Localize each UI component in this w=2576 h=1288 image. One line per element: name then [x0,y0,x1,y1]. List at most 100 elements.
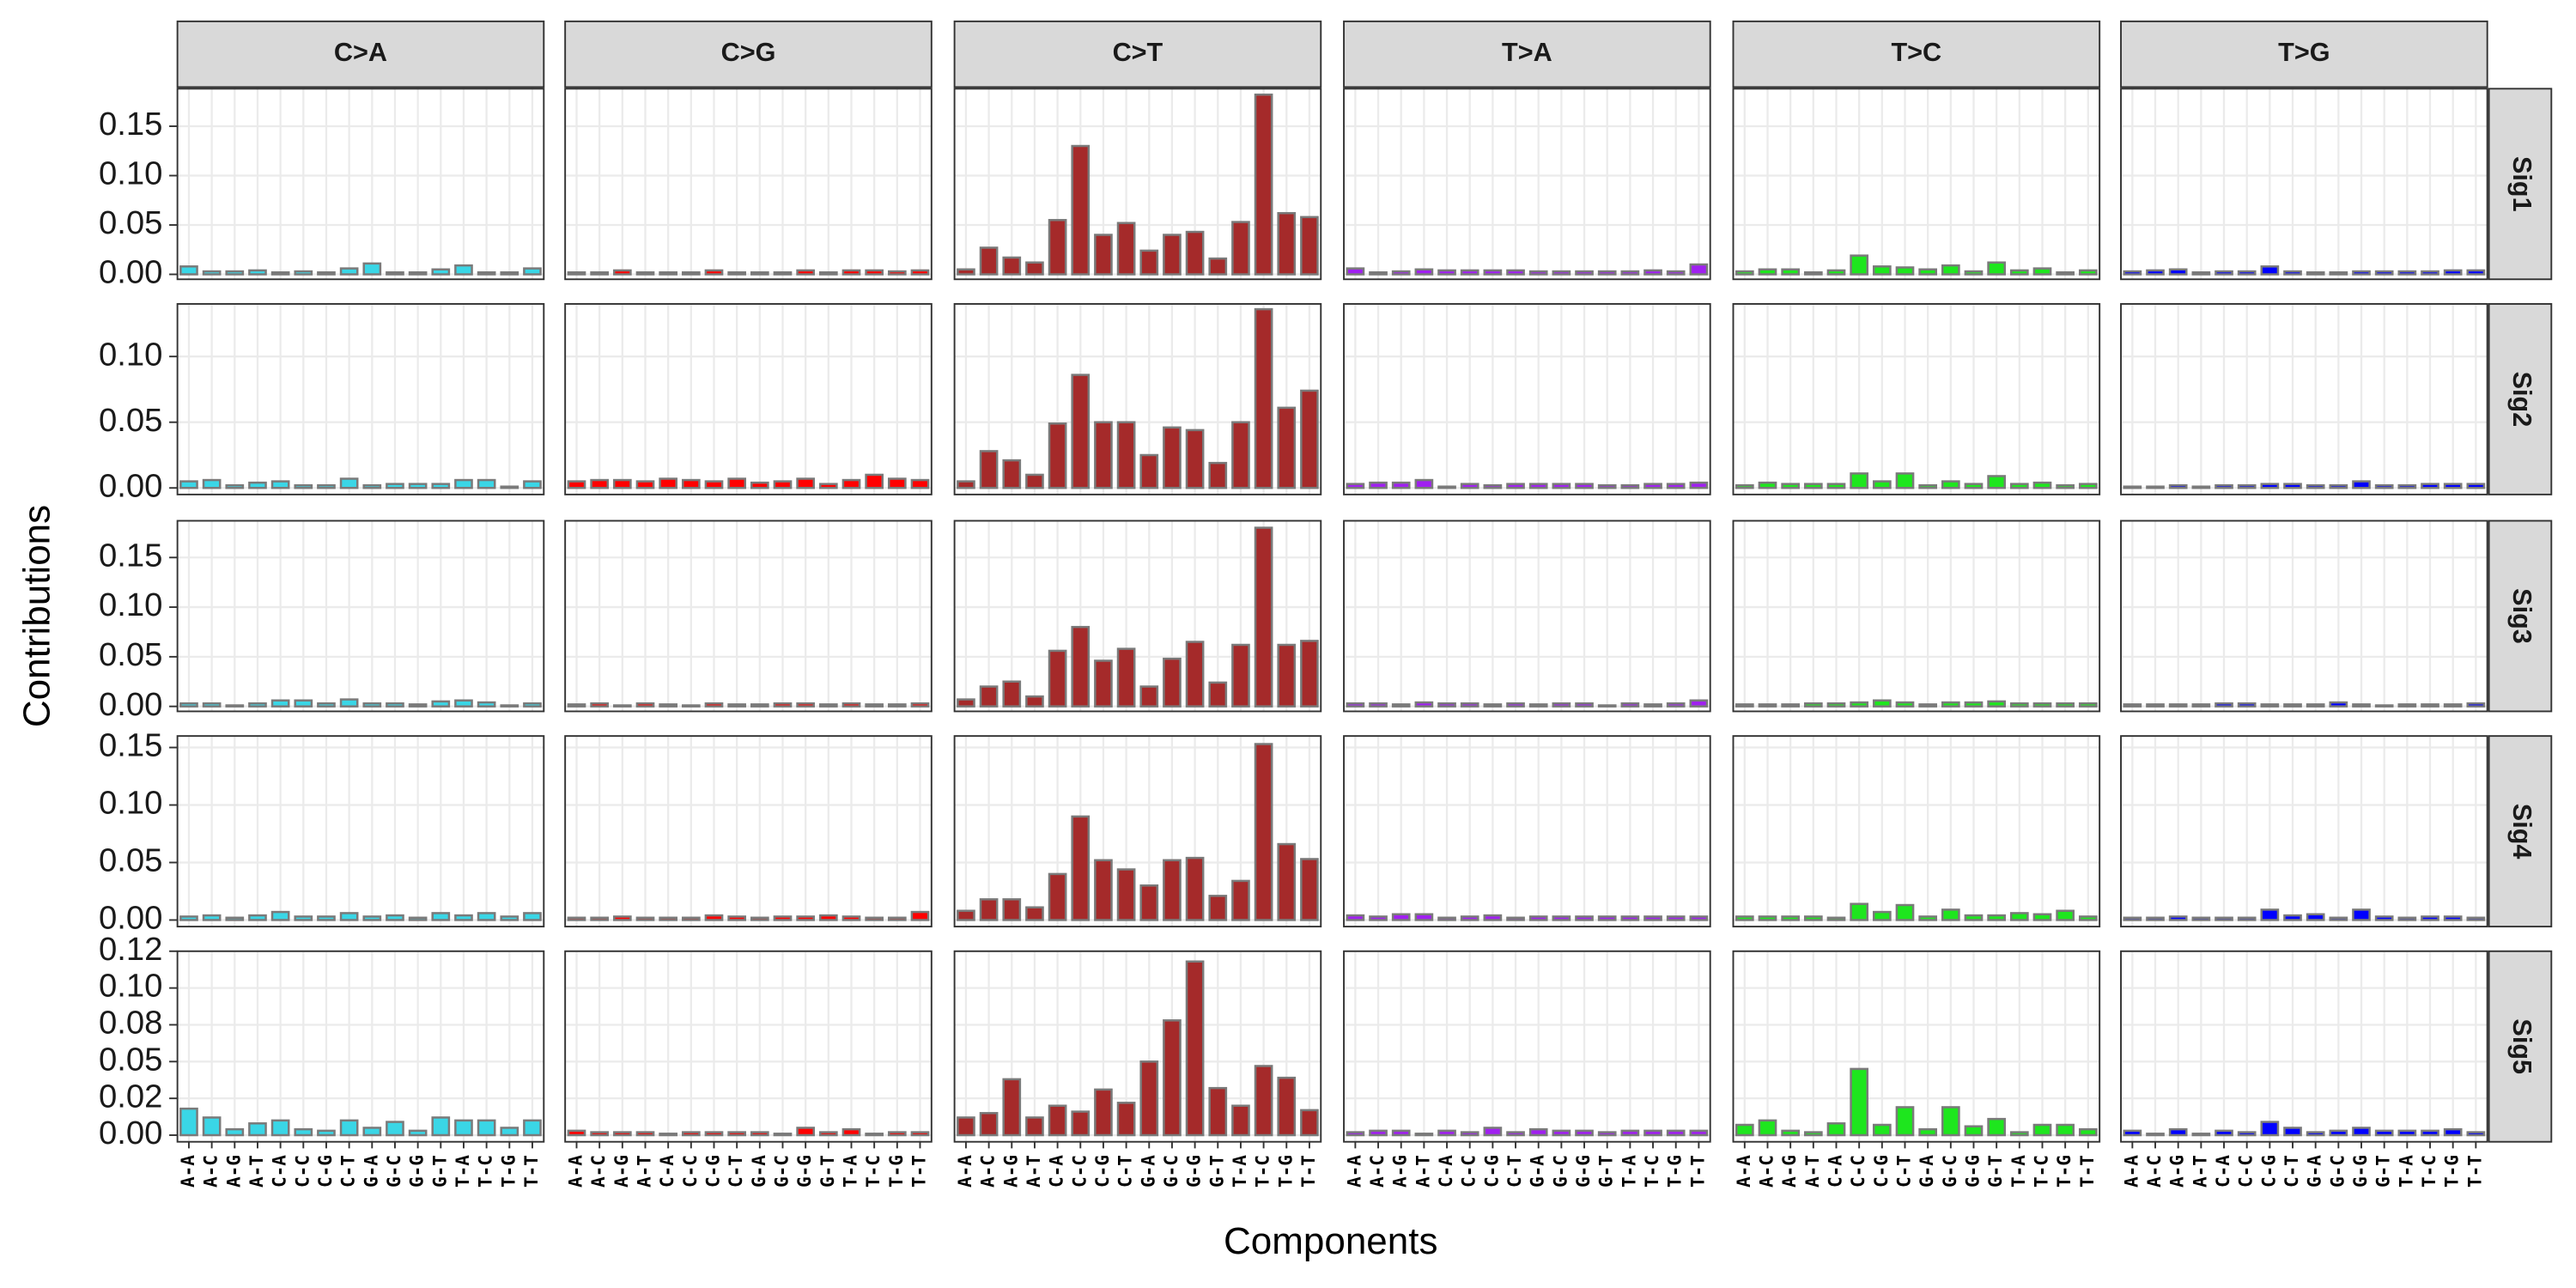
x-tick-label: A-T [246,1155,267,1188]
x-tick-label: G-A [748,1155,769,1188]
bar [750,703,769,708]
panel-border [1732,519,2101,713]
bar [1025,1116,1044,1137]
bar [2168,915,2188,921]
bar [270,910,290,921]
x-tick-label: A-G [611,1155,632,1188]
x-tick-label: T-G [2441,1155,2463,1188]
x-tick-label: A-G [2166,1155,2188,1188]
x-tick-label: G-C [1160,1155,1182,1188]
bar [1964,914,1984,921]
panel [177,736,544,927]
x-tick-label: T-A [839,1155,860,1188]
bar [818,483,838,489]
bar [727,270,747,276]
panel-border [1732,735,2101,928]
bar [1941,264,1960,276]
bar [1597,1131,1617,1137]
bar [2329,483,2348,489]
y-tick-label: 0.05 [99,1041,162,1078]
bar [1918,268,1938,276]
panel [2121,736,2488,927]
y-tick-label: 0.00 [99,467,162,504]
y-tick-label: 0.05 [99,842,162,879]
strip-label: Sig4 [2507,804,2537,860]
bar [2056,483,2075,489]
bar [431,483,451,489]
bar [1483,483,1503,489]
x-tick-label: T-C [475,1155,496,1188]
bar [1254,743,1273,921]
bar [681,704,701,708]
bar [704,480,724,489]
panel-border [564,735,933,928]
bar [454,914,473,921]
bar [1185,856,1205,921]
bar [2123,270,2142,276]
bar [1964,701,1984,708]
bar [635,480,655,489]
bar [1437,485,1456,489]
panel-border [2120,950,2488,1143]
panel [1344,951,1710,1142]
x-tick-label: T-C [2418,1155,2439,1188]
bar [887,703,907,708]
panel-border [953,950,1322,1143]
x-tick-label: C-G [1091,1155,1113,1188]
bar [590,916,610,921]
bar [865,916,884,921]
bar [179,915,198,921]
strip-label: C>A [334,38,387,67]
bar [910,702,930,708]
bar [294,1127,313,1137]
bar [2168,268,2188,276]
bar [1277,1076,1297,1137]
bar [1460,1131,1479,1137]
panel [1344,736,1710,927]
x-tick-label: G-T [817,1155,838,1188]
bar [1528,1127,1548,1137]
panel [177,520,544,712]
bar [1231,221,1250,276]
bar [2078,1127,2098,1137]
bar [1872,265,1892,276]
bar [339,698,359,708]
bar [2009,702,2029,708]
bar [1803,915,1823,921]
bar [1094,659,1113,708]
bar [2146,703,2165,708]
x-tick-label: A-A [1733,1155,1754,1188]
bar [1231,879,1250,921]
bar [2146,916,2165,921]
panel [1344,520,1710,712]
bar [248,1122,267,1137]
x-tick-label: A-A [564,1155,586,1188]
strip [953,20,1322,88]
panel-border [564,88,933,281]
bar [1872,480,1892,489]
bar [500,915,519,921]
bar [2466,269,2486,276]
bar [1002,459,1022,489]
bar [1506,1131,1525,1137]
bar [2146,485,2165,489]
bar [1369,702,1388,708]
bar [1346,267,1365,276]
x-tick-label: T-A [1229,1155,1250,1188]
bar [1826,916,1846,921]
bar [1918,483,1938,489]
bar [294,699,313,708]
bar [1666,270,1686,276]
strip [2488,735,2553,928]
strip-label: Sig3 [2507,588,2537,644]
bar [2260,265,2280,276]
bar [1437,269,1456,276]
bar [796,269,816,276]
bar [590,478,610,489]
x-tick-label: C-A [1046,1155,1067,1188]
bar [2191,916,2211,921]
bar [704,914,724,921]
bar [1552,1129,1571,1137]
bar [910,1131,930,1137]
bar [1071,374,1091,489]
